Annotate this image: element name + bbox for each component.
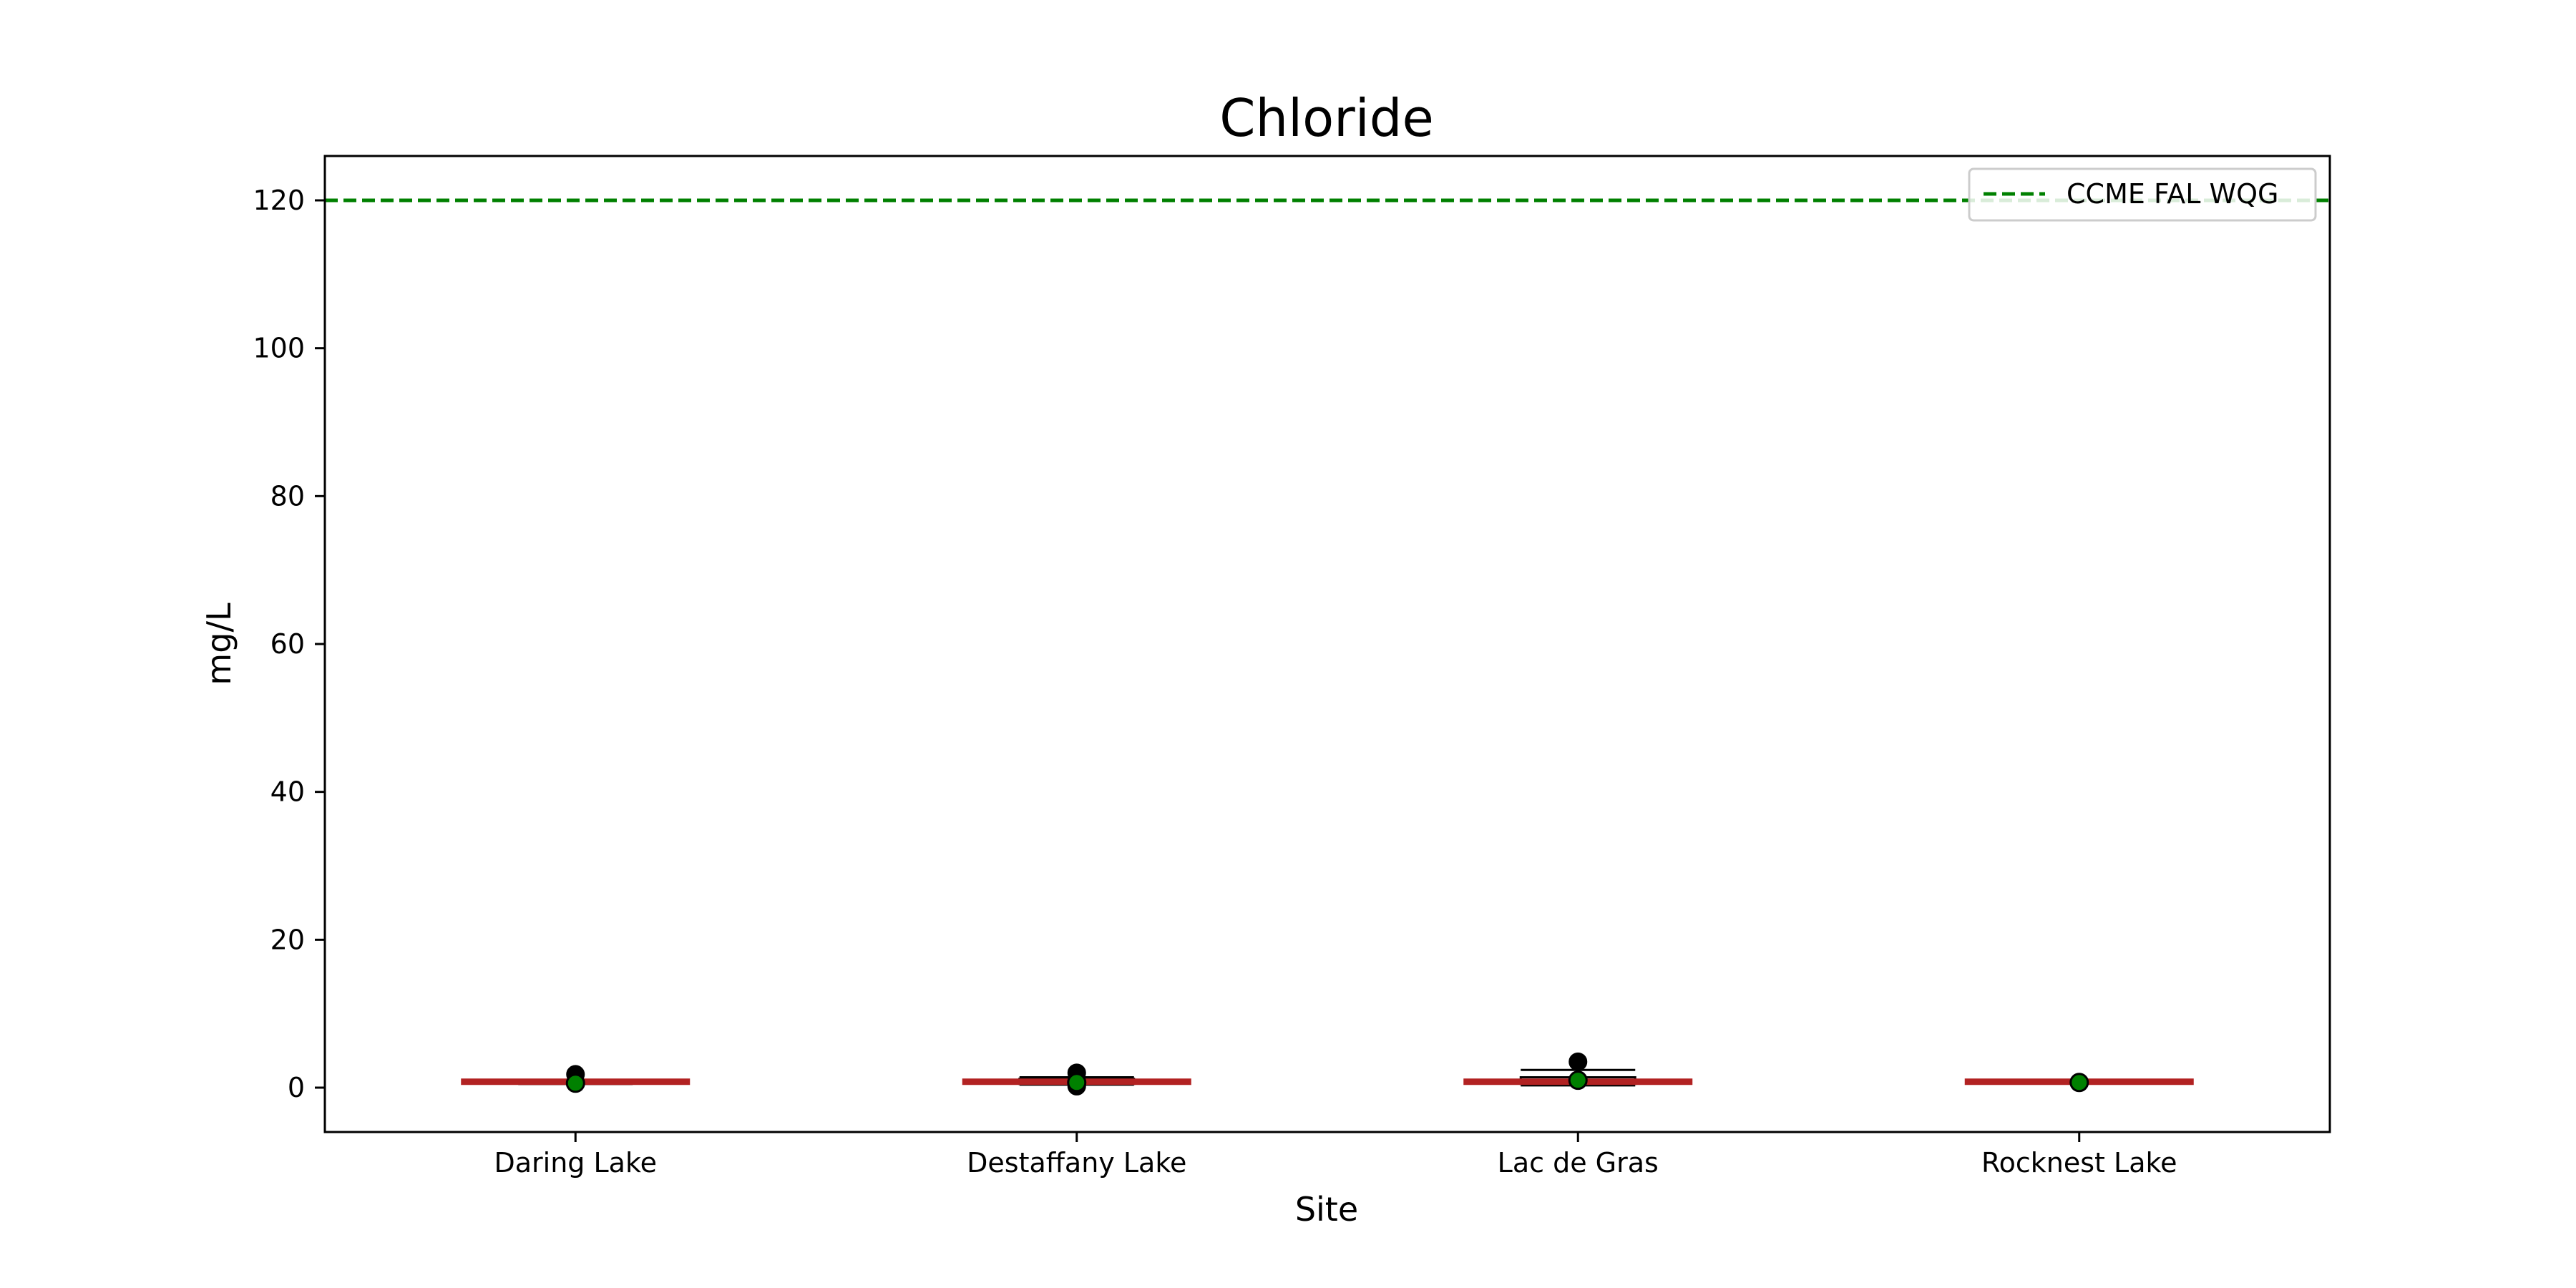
y-tick-label: 120 <box>253 185 305 216</box>
legend-box <box>1968 167 2317 222</box>
box-group <box>461 1065 691 1093</box>
x-tick-label: Rocknest Lake <box>1981 1147 2177 1179</box>
x-axis: Daring Lake Destaffany Lake Lac de Gras Roc… <box>494 1132 2177 1179</box>
chart-title: Chloride <box>1219 88 1434 148</box>
box-group <box>1964 1073 2194 1093</box>
y-tick-label: 100 <box>253 333 305 364</box>
legend: CCME FAL WQG <box>1968 167 2317 222</box>
mean-marker <box>565 1073 585 1093</box>
y-tick-label: 20 <box>270 924 305 955</box>
y-tick-label: 80 <box>270 480 305 512</box>
outlier-point <box>1568 1052 1588 1071</box>
y-tick-label: 40 <box>270 776 305 808</box>
x-tick-label: Destaffany Lake <box>967 1147 1186 1179</box>
legend-guideline-label: CCME FAL WQG <box>2067 178 2279 210</box>
y-tick-label: 60 <box>270 628 305 660</box>
y-axis: 0 20 40 60 80 100 120 <box>253 185 325 1103</box>
y-tick-label: 0 <box>288 1072 305 1103</box>
plot-area <box>325 198 2330 1096</box>
mean-marker <box>1568 1070 1588 1091</box>
box-group <box>962 1063 1191 1096</box>
mean-marker <box>2069 1073 2089 1093</box>
box-group <box>1463 1052 1693 1091</box>
plot-frame <box>323 155 2331 1133</box>
x-tick-label: Lac de Gras <box>1498 1147 1659 1179</box>
x-axis-label: Site <box>1295 1190 1358 1229</box>
x-tick-label: Daring Lake <box>494 1147 658 1179</box>
y-axis-label: mg/L <box>200 602 238 686</box>
mean-marker <box>1067 1073 1087 1093</box>
